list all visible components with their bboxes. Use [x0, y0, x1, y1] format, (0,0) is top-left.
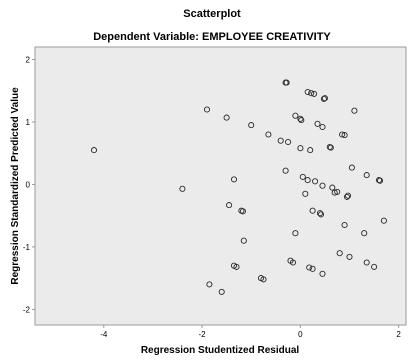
data-point [319, 123, 326, 131]
data-point [179, 185, 186, 192]
data-point [304, 88, 311, 96]
data-point [299, 173, 306, 180]
data-point [376, 177, 384, 184]
data-point [319, 182, 326, 189]
data-point [346, 253, 353, 260]
data-point [90, 147, 98, 154]
data-point [334, 188, 341, 195]
data-point [285, 138, 292, 146]
data-point [248, 122, 255, 129]
data-point [230, 176, 238, 183]
data-point [341, 132, 348, 139]
x-axis-ticks: -4 -2 0 2 [100, 325, 401, 339]
data-point [320, 95, 327, 102]
y-tick-label: 1 [26, 118, 31, 127]
data-point [265, 131, 272, 138]
data-point [308, 90, 315, 97]
data-point [327, 144, 334, 151]
data-point [351, 107, 358, 114]
x-axis-label: Regression Studentized Residual [141, 345, 300, 356]
data-point [292, 230, 299, 237]
data-point [380, 217, 387, 224]
data-point [240, 237, 247, 244]
data-point [260, 276, 267, 283]
x-tick-label: -2 [199, 330, 207, 339]
data-point [206, 281, 213, 288]
data-point [277, 137, 284, 144]
data-point [361, 230, 368, 237]
data-point [282, 167, 289, 174]
data-point [304, 177, 311, 184]
y-tick-label: -2 [23, 305, 31, 314]
data-point [331, 189, 338, 196]
data-point [341, 221, 348, 229]
data-point [292, 112, 299, 119]
data-point [343, 193, 351, 200]
data-point [363, 172, 370, 179]
x-tick-label: 2 [396, 330, 401, 339]
data-point [311, 90, 318, 97]
chart-title: Scatterplot [183, 8, 241, 20]
data-point [233, 263, 240, 270]
data-point [306, 264, 313, 271]
data-point [317, 211, 325, 218]
y-axis-label: Regression Standardized Predicted Value [10, 87, 21, 285]
data-point [309, 207, 316, 214]
data-point [226, 202, 233, 209]
data-point [316, 210, 324, 217]
y-tick-label: 2 [26, 55, 31, 64]
data-point [289, 259, 297, 266]
data-point [297, 115, 304, 122]
data-point [218, 288, 225, 295]
data-point [314, 120, 321, 127]
data-point [344, 192, 352, 199]
data-point [203, 106, 211, 113]
data-points [90, 79, 387, 295]
data-point [329, 184, 336, 191]
data-point [297, 145, 304, 152]
data-point [312, 178, 319, 185]
data-point [239, 208, 246, 215]
data-point [223, 114, 230, 121]
y-tick-label: -1 [23, 243, 31, 252]
data-point [319, 270, 326, 277]
data-point [309, 265, 316, 272]
data-point [348, 164, 355, 171]
plot-area [34, 46, 407, 326]
data-point [307, 147, 314, 154]
data-point [363, 259, 370, 266]
data-point [283, 79, 290, 86]
data-point [371, 263, 378, 270]
data-point [298, 117, 305, 124]
data-point [339, 131, 346, 138]
x-tick-label: -4 [100, 330, 108, 339]
y-axis-ticks: 2 1 0 -1 -2 [23, 55, 35, 314]
data-point [321, 95, 328, 102]
x-tick-label: 0 [298, 330, 303, 339]
chart-subtitle: Dependent Variable: EMPLOYEE CREATIVITY [93, 31, 331, 43]
y-tick-label: 0 [26, 180, 31, 189]
data-point [302, 190, 309, 197]
data-point [336, 250, 343, 257]
